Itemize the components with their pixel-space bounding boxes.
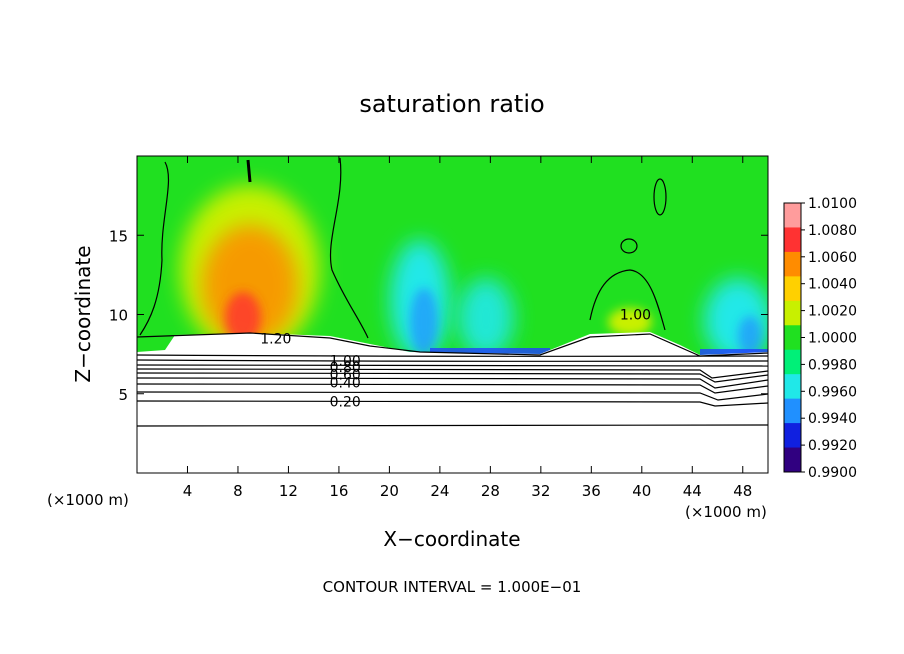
colorbar-swatch [784,251,801,277]
field-cyan-region-2 [458,278,514,358]
contour-label: 1.00 [620,308,651,324]
x-tick-label: 16 [329,482,348,500]
contour-labels: 1.201.000.800.600.400.201.00 [260,308,651,411]
contour-line [137,354,768,357]
colorbar-swatch [784,227,801,253]
x-tick-label: 48 [733,482,752,500]
saturation-anomaly-field [180,185,768,362]
y-tick-label: 15 [109,227,128,245]
x-unit-right: (×1000 m) [685,503,767,521]
contour-line [139,161,170,336]
x-tick-label: 44 [683,482,702,500]
y-tick-label: 5 [118,386,128,404]
contour-line [137,364,768,367]
contour-line [329,157,369,339]
colorbar: 1.0100 1.0080 1.0060 1.0040 1.0020 1.0000 0.99… [783,196,857,481]
colorbar-swatch [784,300,801,326]
colorbar-label: 0.9900 [808,465,857,481]
x-tick-label: 8 [233,482,243,500]
contour-line [137,391,768,401]
colorbar-label: 1.0000 [808,331,857,347]
contour-line [246,159,252,183]
colorbar-swatch [784,203,801,228]
contour-label: 0.60 [330,368,361,384]
colorbar-label: 0.9960 [808,384,857,400]
x-axis-label: X−coordinate [383,527,520,551]
chart-title: saturation ratio [359,90,544,118]
contour-line [137,424,768,427]
contour-line [137,400,768,407]
contour-label: 0.20 [330,395,361,411]
contour-lines [137,157,768,427]
colorbar-swatch [784,423,801,449]
colorbar-label: 0.9920 [808,438,857,454]
colorbar-swatch [784,398,801,424]
colorbar-swatch [784,447,801,473]
field-blue-region-2 [738,316,762,356]
x-unit-left: (×1000 m) [47,491,129,509]
contour-line [137,372,768,383]
x-axis-ticks: 4 8 12 16 20 24 28 32 36 40 44 48 [183,156,752,500]
colorbar-label: 1.0020 [808,304,857,320]
x-tick-label: 12 [279,482,298,500]
contour-line [137,377,768,389]
field-blue-region [410,288,438,356]
contour-line [137,359,768,362]
contour-label: 0.40 [330,376,361,392]
contour-line [589,269,666,331]
contour-line [620,238,638,254]
x-tick-label: 40 [632,482,651,500]
colorbar-swatch [784,325,801,351]
x-tick-label: 4 [183,482,193,500]
colorbar-label: 0.9980 [808,357,857,373]
colorbar-label: 1.0060 [808,250,857,266]
x-tick-label: 24 [430,482,449,500]
subsaturated-region [137,332,768,473]
contour-interval-label: CONTOUR INTERVAL = 1.000E−01 [323,578,582,596]
x-tick-label: 20 [380,482,399,500]
y-axis-label: Z−coordinate [71,245,95,382]
contour-line [653,178,667,216]
field-blue-band-2 [700,349,768,356]
field-yellow-patch [608,308,652,336]
colorbar-label: 0.9940 [808,411,857,427]
colorbar-swatch [784,276,801,302]
colorbar-label: 1.0040 [808,277,857,293]
contour-label: 1.00 [330,353,361,369]
contour-line [137,332,768,357]
colorbar-label: 1.0100 [808,196,857,212]
y-axis-ticks: 5 10 15 [109,227,768,404]
y-tick-label: 10 [109,307,128,325]
contour-label: 0.80 [330,360,361,376]
x-tick-label: 28 [481,482,500,500]
contour-label: 1.20 [260,331,291,347]
x-tick-label: 36 [582,482,601,500]
x-tick-label: 32 [531,482,550,500]
colorbar-label: 1.0080 [808,223,857,239]
field-blue-band [430,348,550,356]
colorbar-swatch [784,349,801,375]
colorbar-swatch [784,374,801,400]
plot-area: 1.201.000.800.600.400.201.00 [137,156,768,473]
contour-line [137,368,768,379]
contour-line [137,383,768,394]
field-red-core [225,292,261,344]
